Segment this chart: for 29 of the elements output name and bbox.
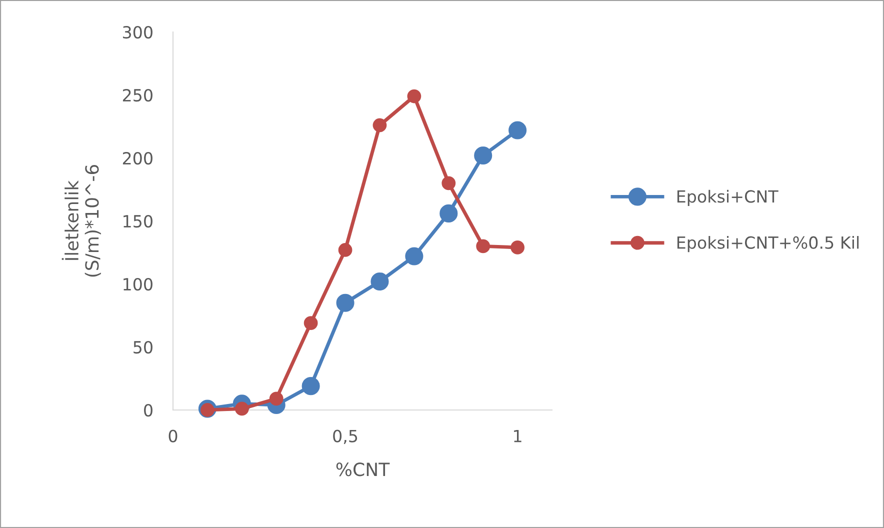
point xyxy=(336,294,354,312)
y-tick-label: 250 xyxy=(122,88,152,102)
point xyxy=(269,392,284,406)
y-tick-label: 200 xyxy=(122,152,152,165)
x-axis-title: %CNT xyxy=(336,462,390,476)
y-axis-title: İletkenlik (S/m)*10^-6 xyxy=(62,164,101,277)
point xyxy=(338,243,352,257)
point xyxy=(508,121,527,140)
point xyxy=(302,377,320,396)
point xyxy=(407,89,422,104)
point xyxy=(476,239,490,254)
point xyxy=(370,272,389,291)
point xyxy=(405,247,424,266)
y-tick-label: 300 xyxy=(123,26,152,39)
y-tick-label: 0 xyxy=(144,404,152,417)
legend-label: Epoksi+CNT xyxy=(677,190,778,206)
point xyxy=(442,176,456,190)
y-tick-label: 50 xyxy=(134,340,152,354)
y-tick-label: 100 xyxy=(124,278,152,291)
point xyxy=(474,146,492,165)
point xyxy=(440,204,458,222)
x-tick-label: 0 xyxy=(168,430,178,442)
x-tick-label: 0,5 xyxy=(333,430,358,444)
point xyxy=(304,316,318,330)
point xyxy=(510,240,524,254)
x-tick-label: 1 xyxy=(514,430,522,442)
point xyxy=(372,118,387,132)
legend-label: Epoksi+CNT+%0.5 Kil xyxy=(677,236,859,252)
y-tick-label: 150 xyxy=(124,214,152,228)
